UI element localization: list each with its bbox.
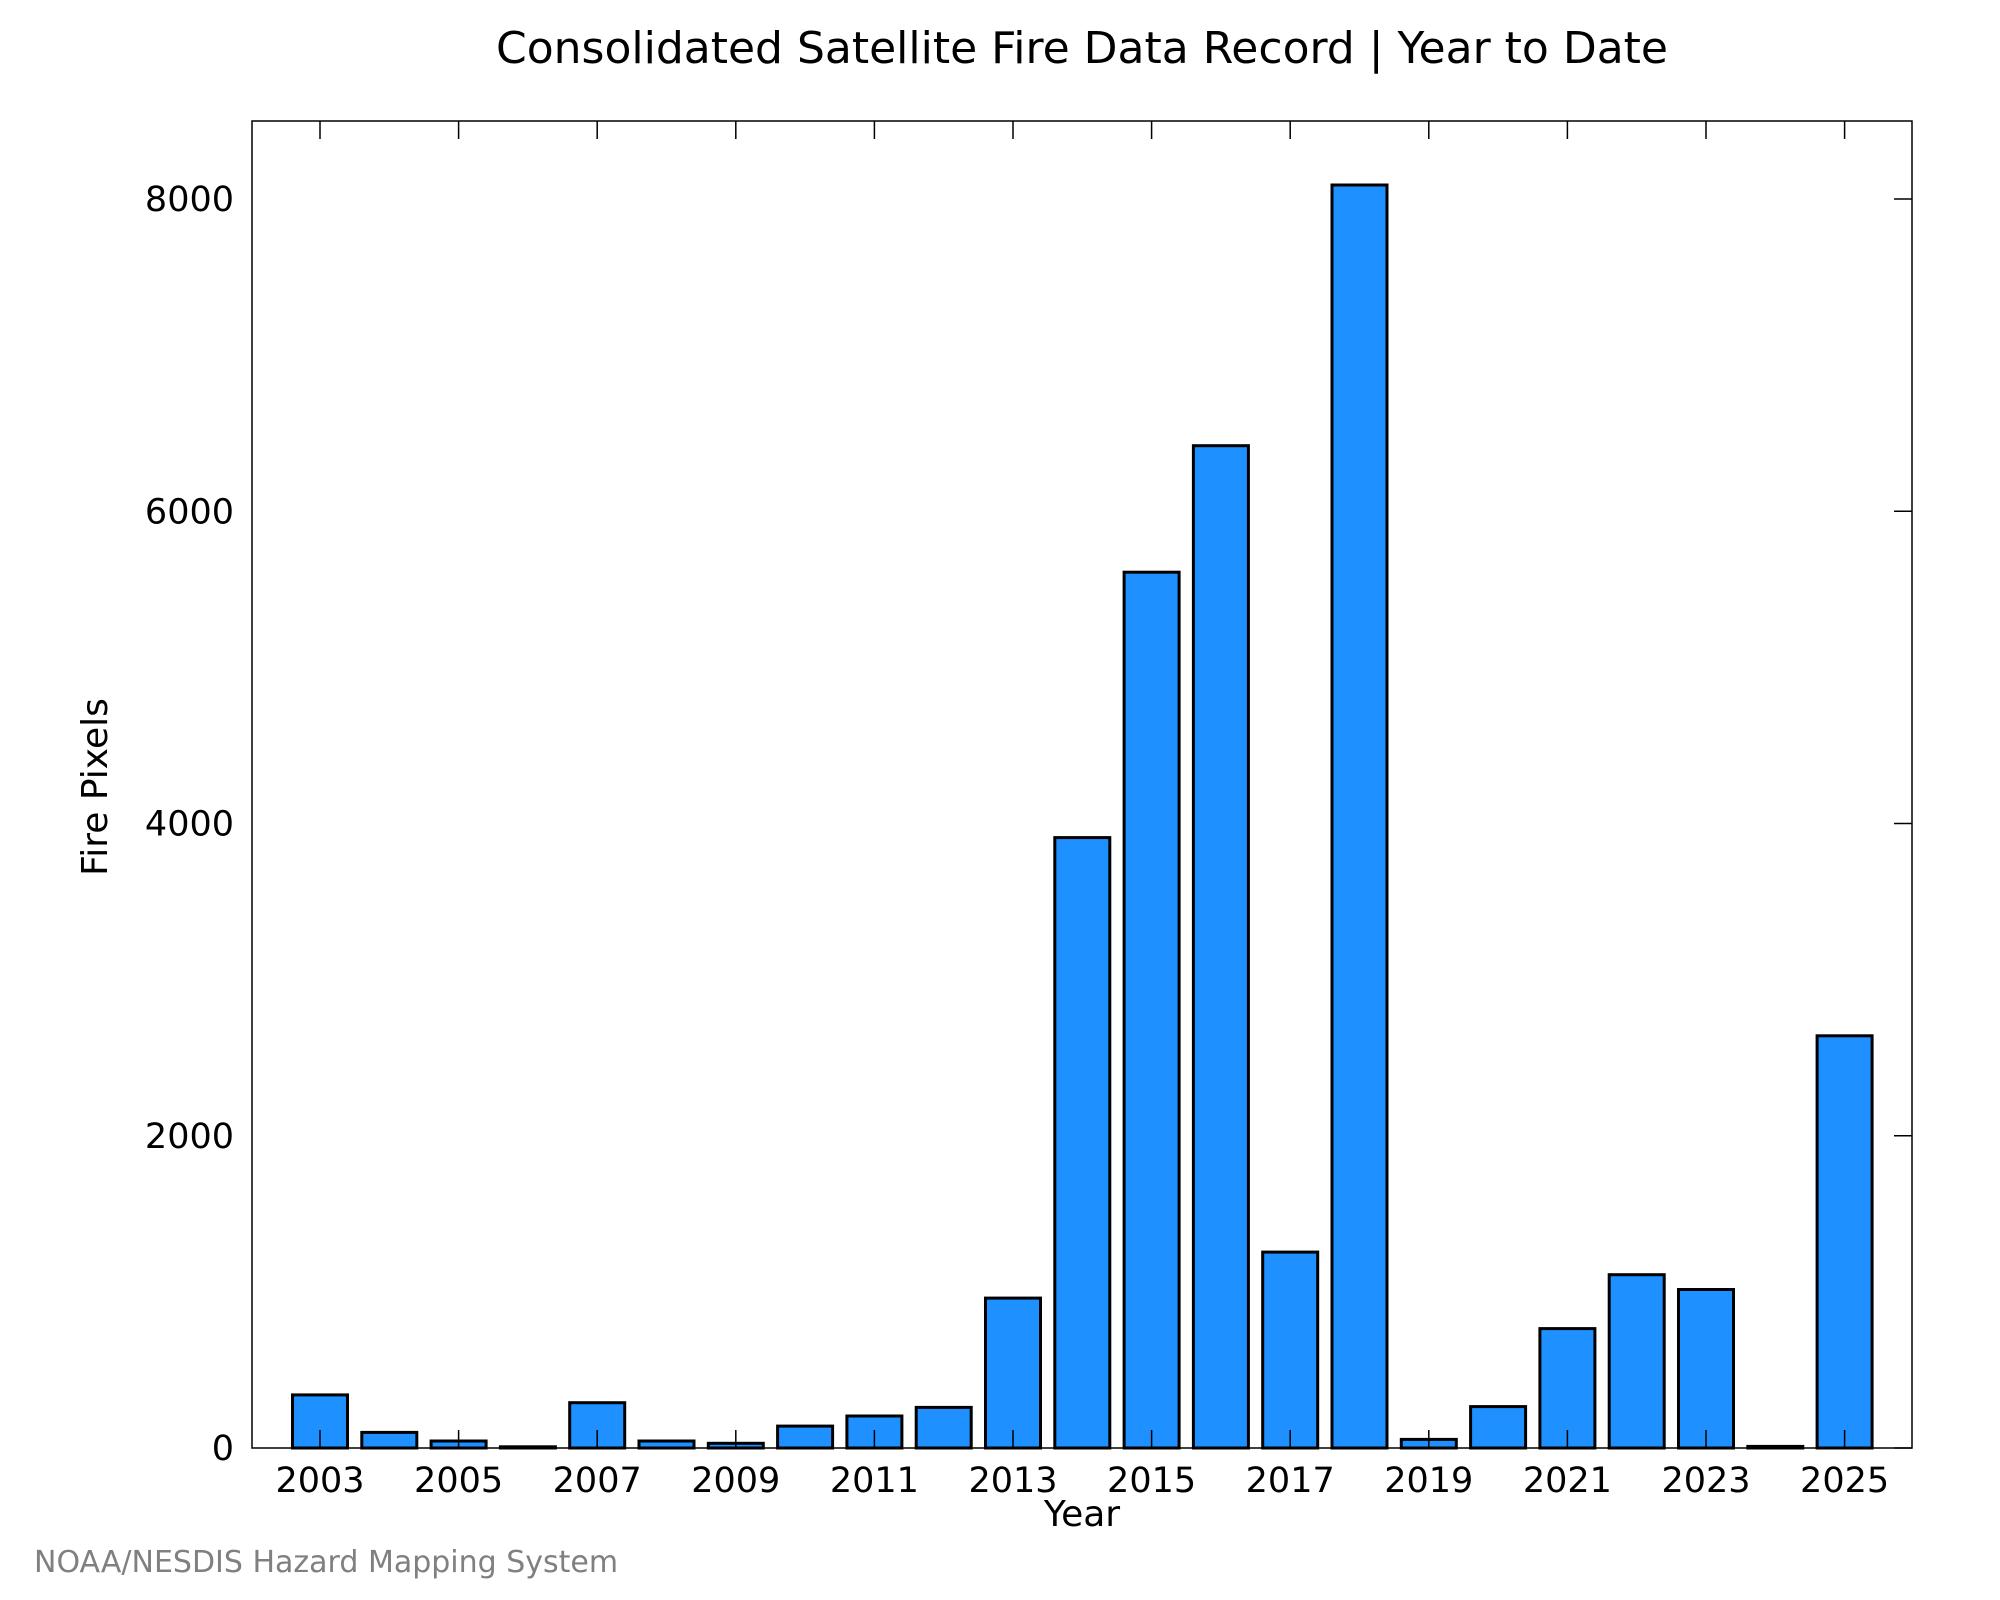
bars-group [291, 183, 1874, 1450]
x-tick-label-2011: 2011 [830, 1461, 919, 1501]
x-tick-label-2007: 2007 [553, 1461, 642, 1501]
bar-2022 [1607, 1273, 1666, 1450]
x-tick-label-2005: 2005 [414, 1461, 503, 1501]
y-tick-label-8000: 8000 [145, 180, 234, 220]
bar-2020 [1469, 1405, 1528, 1450]
y-tick-label-6000: 6000 [145, 492, 234, 532]
bar-2025 [1815, 1034, 1874, 1450]
x-tick-label-2025: 2025 [1800, 1461, 1889, 1501]
bar-2015 [1122, 570, 1181, 1450]
bar-2010 [776, 1424, 835, 1450]
bar-2018 [1330, 183, 1389, 1450]
bar-2017 [1261, 1250, 1320, 1450]
bar-2021 [1538, 1327, 1597, 1450]
chart-title: Consolidated Satellite Fire Data Record … [496, 23, 1668, 74]
y-axis-label: Fire Pixels [75, 698, 116, 876]
bar-2013 [984, 1296, 1042, 1450]
y-tick-label-4000: 4000 [145, 805, 234, 845]
x-tick-label-2015: 2015 [1107, 1461, 1196, 1501]
x-tick-label-2021: 2021 [1523, 1461, 1612, 1501]
ticks-group [319, 121, 1912, 1449]
x-tick-label-2017: 2017 [1246, 1461, 1335, 1501]
bar-2004 [360, 1430, 419, 1450]
x-tick-label-2013: 2013 [968, 1461, 1057, 1501]
bar-2008 [637, 1439, 696, 1450]
bar-2023 [1677, 1288, 1735, 1450]
source-credit: NOAA/NESDIS Hazard Mapping System [34, 1545, 618, 1580]
bar-2012 [914, 1405, 973, 1450]
plot-frame [251, 120, 1913, 1449]
y-tick-label-2000: 2000 [145, 1117, 234, 1157]
x-tick-label-2023: 2023 [1661, 1461, 1750, 1501]
x-axis-label: Year [1043, 1494, 1120, 1535]
x-tick-label-2003: 2003 [275, 1461, 364, 1501]
tick-labels-group: 2003 2005 2007 2009 2011 2013 2015 2017 2019 2021… [145, 180, 1889, 1501]
x-tick-label-2009: 2009 [691, 1461, 780, 1501]
bar-2014 [1053, 836, 1112, 1450]
x-tick-label-2019: 2019 [1384, 1461, 1473, 1501]
bar-2016 [1191, 444, 1250, 1450]
y-tick-label-0: 0 [212, 1429, 234, 1469]
